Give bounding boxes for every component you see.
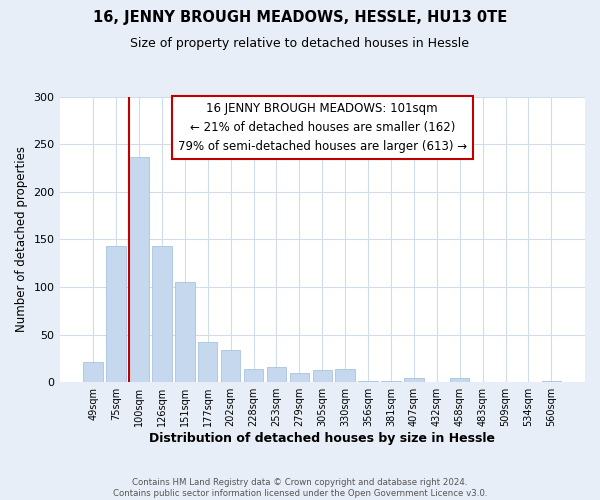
Bar <box>106 246 126 382</box>
Bar <box>404 378 424 382</box>
Bar <box>335 369 355 382</box>
Text: 16, JENNY BROUGH MEADOWS, HESSLE, HU13 0TE: 16, JENNY BROUGH MEADOWS, HESSLE, HU13 0… <box>93 10 507 25</box>
Bar <box>175 282 194 382</box>
Y-axis label: Number of detached properties: Number of detached properties <box>15 146 28 332</box>
Bar <box>198 342 217 382</box>
Bar <box>129 158 149 382</box>
Bar <box>244 369 263 382</box>
Bar <box>267 367 286 382</box>
Bar <box>221 350 241 382</box>
Text: Size of property relative to detached houses in Hessle: Size of property relative to detached ho… <box>131 38 470 51</box>
Bar <box>83 362 103 382</box>
Bar <box>290 372 309 382</box>
X-axis label: Distribution of detached houses by size in Hessle: Distribution of detached houses by size … <box>149 432 495 445</box>
Bar <box>152 246 172 382</box>
Text: 16 JENNY BROUGH MEADOWS: 101sqm
← 21% of detached houses are smaller (162)
79% o: 16 JENNY BROUGH MEADOWS: 101sqm ← 21% of… <box>178 102 467 153</box>
Text: Contains HM Land Registry data © Crown copyright and database right 2024.
Contai: Contains HM Land Registry data © Crown c… <box>113 478 487 498</box>
Bar <box>313 370 332 382</box>
Bar <box>450 378 469 382</box>
